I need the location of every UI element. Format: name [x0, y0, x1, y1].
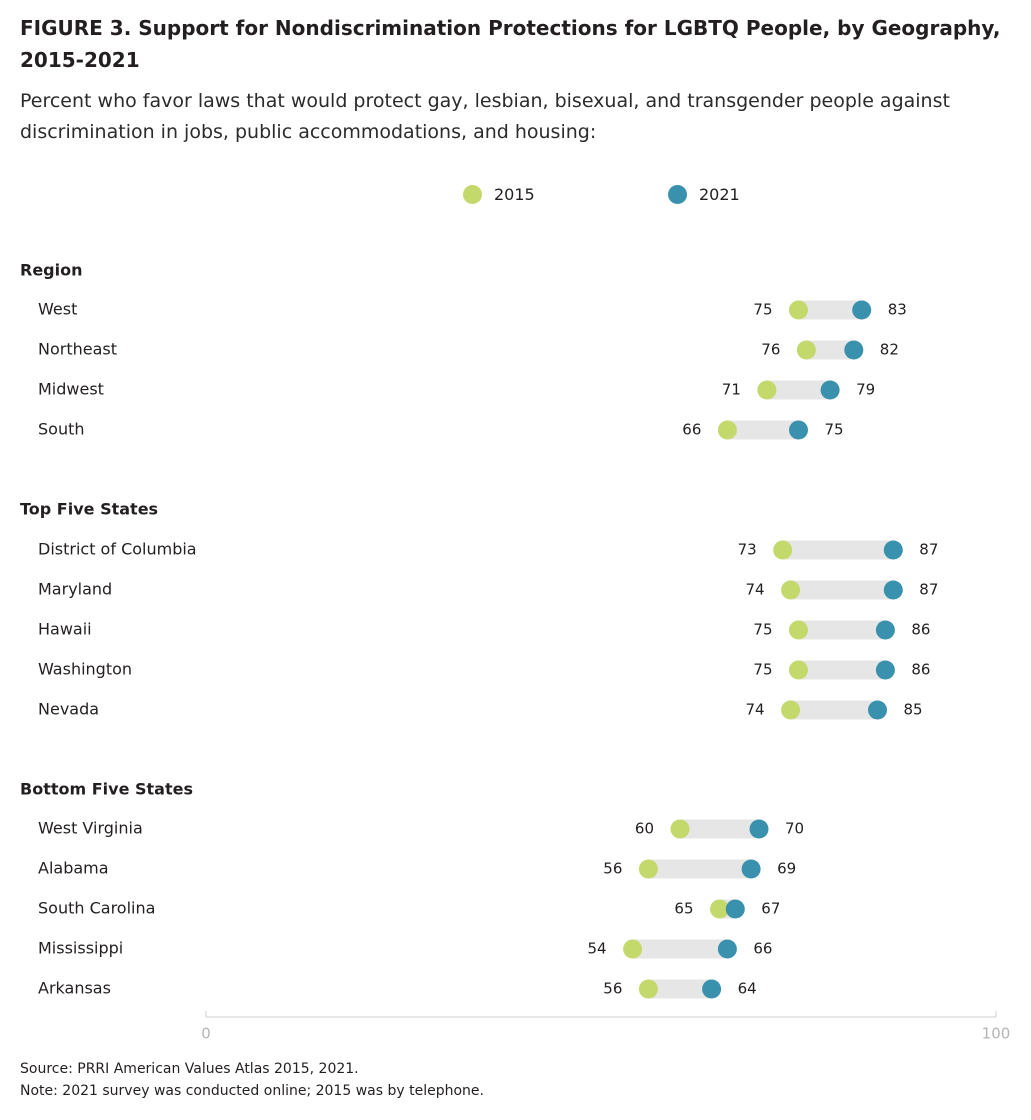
range-bar [798, 660, 886, 680]
row-label: Northeast [38, 340, 117, 359]
range-bar [648, 859, 752, 879]
dot-2021 [789, 420, 808, 440]
row-label: West Virginia [38, 819, 143, 838]
dot-2021 [844, 340, 864, 360]
group-header: Bottom Five States [20, 780, 193, 799]
value-label-2021: 70 [785, 820, 804, 838]
value-label-2015: 56 [603, 860, 622, 878]
legend-label-2021: 2021 [699, 184, 740, 204]
range-bar [806, 340, 854, 360]
dot-2015 [717, 420, 737, 440]
value-label-2021: 64 [738, 980, 757, 998]
dot-2021 [725, 899, 745, 919]
value-label-2021: 86 [911, 621, 930, 639]
dot-2021 [820, 380, 840, 400]
value-label-2021: 69 [777, 860, 796, 878]
value-label-2021: 79 [856, 381, 875, 399]
x-tick-label-0: 0 [201, 1025, 211, 1043]
range-bar [798, 620, 886, 640]
value-label-2021: 87 [919, 541, 938, 559]
dot-2021 [702, 979, 722, 999]
value-label-2015: 56 [603, 980, 622, 998]
dot-2021 [883, 580, 903, 600]
range-bar [632, 939, 728, 959]
dot-2015 [670, 819, 690, 839]
dot-2015 [623, 939, 643, 959]
value-label-2015: 66 [682, 421, 701, 439]
row-label: Hawaii [38, 620, 92, 639]
dot-2021 [852, 300, 872, 320]
dot-2021 [883, 540, 903, 560]
row-label: Washington [38, 660, 132, 679]
dot-2015 [757, 380, 777, 400]
range-bar [766, 380, 831, 400]
range-bar [782, 540, 894, 560]
dot-2015 [638, 979, 658, 999]
value-label-2015: 76 [761, 341, 780, 359]
range-bar [727, 420, 799, 440]
row-label: Mississippi [38, 939, 123, 958]
survey-note: Note: 2021 survey was conducted online; … [20, 1083, 484, 1099]
dot-2015 [773, 540, 793, 560]
range-bar [648, 979, 712, 999]
dot-2021 [875, 620, 895, 640]
legend-item-2015: 2015 [463, 182, 535, 206]
row-label: Midwest [38, 380, 104, 399]
dot-2021 [749, 819, 769, 839]
legend-dot-2021 [668, 184, 687, 204]
dot-2015 [789, 620, 808, 640]
group-header: Region [20, 261, 83, 280]
row-label: Arkansas [38, 979, 111, 998]
dot-2015 [638, 859, 658, 879]
value-label-2021: 75 [825, 421, 844, 439]
figure-subtitle: Percent who favor laws that would protec… [20, 90, 950, 143]
value-label-2015: 65 [674, 900, 693, 918]
figure-title: FIGURE 3. Support for Nondiscrimination … [20, 16, 1001, 72]
dot-2015 [789, 300, 808, 320]
value-label-2015: 71 [722, 381, 741, 399]
value-label-2021: 83 [888, 301, 907, 319]
range-bar [798, 300, 862, 320]
legend-item-2021: 2021 [668, 182, 740, 206]
legend-dot-2015 [463, 184, 482, 204]
value-label-2015: 74 [746, 701, 765, 719]
value-label-2015: 75 [753, 301, 772, 319]
value-label-2015: 75 [753, 621, 772, 639]
row-label: West [38, 300, 77, 319]
group-header: Top Five States [20, 500, 158, 519]
value-label-2015: 73 [738, 541, 757, 559]
x-tick-label-100: 100 [982, 1025, 1011, 1043]
value-label-2021: 82 [880, 341, 899, 359]
range-bar [790, 700, 878, 720]
row-label: South Carolina [38, 899, 155, 918]
dot-2015 [796, 340, 816, 360]
value-label-2021: 87 [919, 581, 938, 599]
dot-2015 [789, 660, 808, 680]
row-label: Alabama [38, 859, 109, 878]
dot-2021 [875, 660, 895, 680]
range-bar [680, 819, 759, 839]
value-label-2021: 67 [761, 900, 780, 918]
value-label-2015: 60 [635, 820, 654, 838]
legend-label-2015: 2015 [494, 184, 535, 204]
dot-2015 [781, 580, 801, 600]
row-label: Maryland [38, 580, 112, 599]
source-note: Source: PRRI American Values Atlas 2015,… [20, 1061, 359, 1077]
row-label: Nevada [38, 700, 99, 719]
value-label-2021: 66 [753, 940, 772, 958]
value-label-2015: 74 [746, 581, 765, 599]
value-label-2015: 75 [753, 661, 772, 679]
dot-2015 [781, 700, 801, 720]
value-label-2021: 86 [911, 661, 930, 679]
value-label-2021: 85 [904, 701, 923, 719]
value-label-2015: 54 [588, 940, 607, 958]
dot-2021 [717, 939, 737, 959]
range-bar [790, 580, 894, 600]
dot-2021 [868, 700, 887, 720]
row-label: South [38, 420, 85, 439]
row-label: District of Columbia [38, 540, 197, 559]
dot-2021 [741, 859, 761, 879]
dot-2015 [710, 899, 729, 919]
